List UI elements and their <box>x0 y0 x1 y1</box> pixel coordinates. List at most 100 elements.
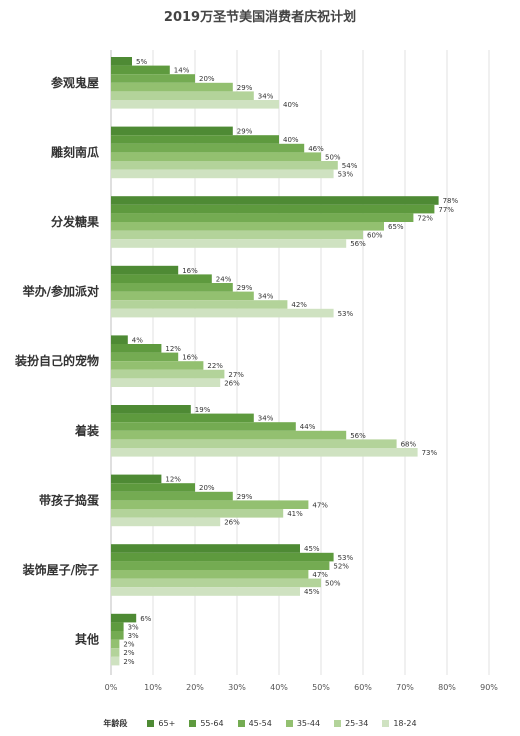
data-label: 34% <box>258 293 274 301</box>
data-label: 4% <box>132 336 143 344</box>
data-label: 19% <box>195 406 211 414</box>
data-label: 68% <box>401 440 417 448</box>
category-label: 带孩子捣蛋 <box>39 492 99 507</box>
legend-swatch <box>189 719 197 727</box>
x-tick-label: 0% <box>105 683 118 692</box>
legend-item: 18-24 <box>382 719 417 728</box>
bar <box>111 422 296 431</box>
bar <box>111 552 334 562</box>
data-label: 6% <box>140 615 151 623</box>
category-label: 雕刻南瓜 <box>51 144 99 159</box>
bar <box>111 544 300 553</box>
bar <box>111 491 233 501</box>
bar <box>111 352 179 362</box>
data-label: 47% <box>312 571 328 579</box>
bar <box>111 300 288 309</box>
bar <box>111 239 347 248</box>
x-tick-labels: 0% 10% 20% 30% 40% 50% 60% 70% 80% 90% <box>105 683 499 692</box>
data-label: 50% <box>325 580 341 588</box>
data-label: 72% <box>417 214 433 222</box>
legend-label: 55-64 <box>200 718 224 728</box>
legend-item: 25-34 <box>334 719 368 728</box>
bars <box>111 57 439 666</box>
data-label: 29% <box>237 128 253 136</box>
data-label: 29% <box>237 284 253 292</box>
bar <box>111 413 254 423</box>
data-label: 53% <box>338 310 354 318</box>
bar <box>111 500 309 509</box>
data-label: 2% <box>123 658 134 666</box>
category-label: 举办/参加派对 <box>22 284 99 299</box>
data-label: 50% <box>325 153 341 161</box>
legend-label: 35-44 <box>296 718 321 728</box>
bar <box>111 82 233 92</box>
legend-swatch <box>147 719 155 727</box>
data-label: 53% <box>338 171 354 179</box>
bar <box>111 213 414 222</box>
bar <box>111 169 334 179</box>
legend-item: 65+ <box>147 719 175 728</box>
legend-swatch <box>334 719 342 727</box>
data-label: 14% <box>174 67 190 75</box>
data-label: 40% <box>283 136 299 144</box>
bar <box>111 561 330 570</box>
bar <box>111 291 254 301</box>
category-label: 装扮自己的宠物 <box>14 353 99 368</box>
data-label: 41% <box>287 510 303 518</box>
data-label: 16% <box>182 267 198 275</box>
bar <box>111 430 347 440</box>
data-label: 20% <box>199 484 215 492</box>
bar <box>111 517 221 527</box>
bar <box>111 639 120 649</box>
data-label: 78% <box>443 197 459 205</box>
legend-swatch <box>382 719 390 727</box>
data-label: 3% <box>128 632 139 640</box>
x-tick-label: 20% <box>186 683 204 692</box>
legend-label: 25-34 <box>345 718 369 728</box>
data-label: 2% <box>123 649 134 657</box>
bar <box>111 204 435 214</box>
category-label: 装饰屋子/院子 <box>22 562 99 577</box>
category-label: 其他 <box>75 632 99 647</box>
bar <box>111 283 233 292</box>
bar <box>111 570 309 579</box>
data-label: 26% <box>224 519 240 527</box>
legend-swatch <box>237 719 245 727</box>
legend-label: 65+ <box>158 718 176 728</box>
category-label: 分发糖果 <box>51 214 99 229</box>
bar <box>111 448 418 457</box>
data-label: 5% <box>136 58 147 66</box>
category-label: 参观鬼屋 <box>51 75 99 90</box>
data-label: 27% <box>228 371 244 379</box>
data-label: 46% <box>308 145 324 153</box>
bar <box>111 405 191 414</box>
data-label: 2% <box>123 641 134 649</box>
bar <box>111 143 305 153</box>
data-label: 56% <box>350 432 366 440</box>
data-label: 29% <box>237 493 253 501</box>
data-label: 77% <box>438 206 454 214</box>
x-tick-label: 30% <box>228 683 246 692</box>
x-tick-label: 10% <box>144 683 162 692</box>
data-label: 47% <box>312 501 328 509</box>
data-label: 53% <box>338 554 354 562</box>
bar <box>111 361 204 370</box>
data-label: 40% <box>283 101 299 109</box>
bar <box>111 135 279 144</box>
bar <box>111 91 254 100</box>
category-labels: 参观鬼屋雕刻南瓜分发糖果举办/参加派对装扮自己的宠物着装带孩子捣蛋装饰屋子/院子… <box>14 75 99 647</box>
x-tick-label: 50% <box>312 683 330 692</box>
legend-item: 45-54 <box>237 719 272 728</box>
data-label: 3% <box>128 623 139 631</box>
data-label: 54% <box>342 162 358 170</box>
x-tick-label: 70% <box>396 683 414 692</box>
x-tick-label: 80% <box>438 683 456 692</box>
bar <box>111 648 120 657</box>
bar <box>111 439 397 448</box>
bar <box>111 74 195 83</box>
legend-title: 年龄段 <box>103 718 128 728</box>
bar <box>111 369 225 379</box>
bar <box>111 230 363 240</box>
data-label: 65% <box>388 223 404 231</box>
